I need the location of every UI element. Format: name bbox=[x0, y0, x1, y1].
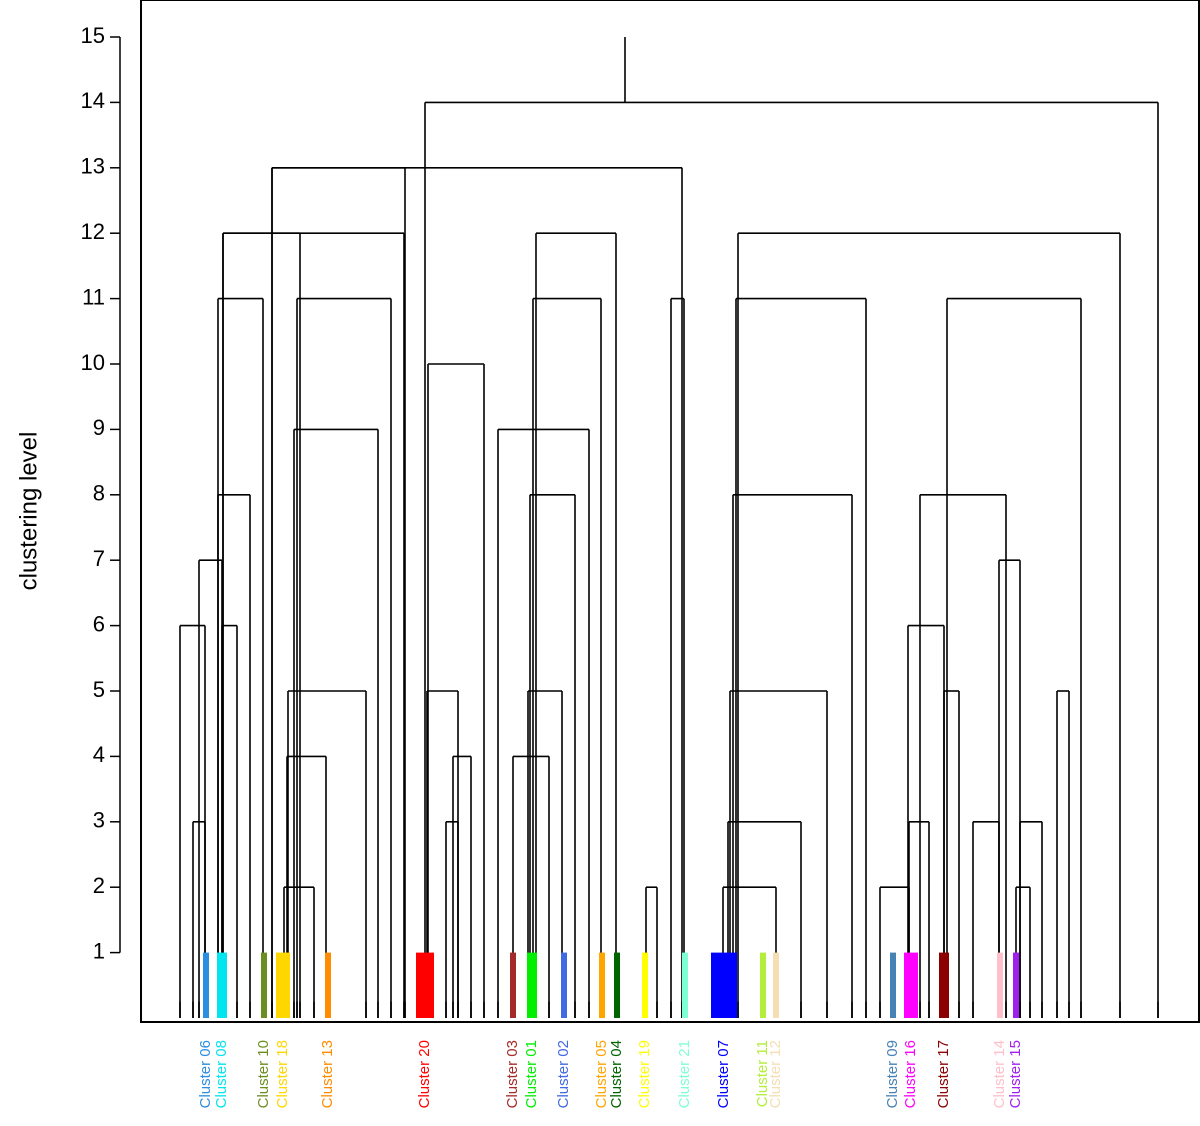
cluster-labels: Cluster 06 Cluster 08 Cluster 10 Cluster 18… bbox=[197, 1040, 1024, 1108]
cluster-label: Cluster 06 bbox=[197, 1040, 214, 1108]
y-tick-label: 7 bbox=[93, 546, 105, 571]
y-tick-label: 13 bbox=[81, 154, 105, 179]
y-tick-label: 8 bbox=[93, 481, 105, 506]
cluster-marker bbox=[561, 952, 567, 1018]
cluster-label: Cluster 03 bbox=[504, 1040, 521, 1108]
cluster-marker bbox=[890, 952, 896, 1018]
cluster-label: Cluster 08 bbox=[213, 1040, 230, 1108]
cluster-label: Cluster 09 bbox=[884, 1040, 901, 1108]
y-tick-label: 9 bbox=[93, 415, 105, 440]
plot-frame bbox=[140, 0, 1200, 1023]
cluster-markers bbox=[203, 952, 1019, 1018]
cluster-marker bbox=[276, 952, 290, 1018]
cluster-marker bbox=[773, 952, 779, 1018]
cluster-marker bbox=[614, 952, 620, 1018]
cluster-label: Cluster 18 bbox=[274, 1040, 291, 1108]
cluster-marker bbox=[325, 952, 331, 1018]
y-tick-label: 14 bbox=[81, 88, 105, 113]
y-tick-label: 11 bbox=[82, 284, 105, 309]
y-tick-label: 4 bbox=[93, 742, 105, 767]
y-axis-title: clustering level bbox=[15, 432, 42, 591]
y-tick-label: 6 bbox=[93, 611, 105, 636]
cluster-marker bbox=[904, 952, 918, 1018]
cluster-marker bbox=[527, 952, 537, 1018]
cluster-label: Cluster 14 bbox=[991, 1040, 1008, 1108]
y-tick-label: 10 bbox=[81, 350, 105, 375]
cluster-marker bbox=[261, 952, 267, 1018]
cluster-marker bbox=[510, 952, 516, 1018]
cluster-label: Cluster 01 bbox=[523, 1040, 540, 1108]
cluster-label: Cluster 11 bbox=[754, 1040, 771, 1107]
cluster-label: Cluster 20 bbox=[416, 1040, 433, 1108]
cluster-marker bbox=[599, 952, 605, 1018]
cluster-label: Cluster 04 bbox=[608, 1040, 625, 1108]
cluster-label: Cluster 10 bbox=[255, 1040, 272, 1108]
cluster-marker bbox=[997, 952, 1003, 1018]
cluster-label: Cluster 15 bbox=[1007, 1040, 1024, 1108]
cluster-marker bbox=[711, 952, 737, 1018]
cluster-label: Cluster 17 bbox=[935, 1040, 952, 1108]
y-tick-label: 2 bbox=[93, 873, 105, 898]
cluster-marker bbox=[939, 952, 949, 1018]
cluster-marker bbox=[760, 952, 766, 1018]
cluster-label: Cluster 13 bbox=[319, 1040, 336, 1108]
y-tick-label: 12 bbox=[81, 219, 105, 244]
cluster-label: Cluster 21 bbox=[676, 1040, 693, 1108]
dendrogram-links bbox=[179, 37, 1159, 1018]
y-tick-label: 1 bbox=[93, 938, 105, 963]
cluster-marker bbox=[642, 952, 648, 1018]
y-tick-label: 3 bbox=[93, 808, 105, 833]
cluster-label: Cluster 19 bbox=[636, 1040, 653, 1108]
cluster-label: Cluster 02 bbox=[555, 1040, 572, 1108]
cluster-marker bbox=[217, 952, 227, 1018]
cluster-marker bbox=[682, 952, 688, 1018]
cluster-marker bbox=[416, 952, 434, 1018]
cluster-label: Cluster 12 bbox=[767, 1040, 784, 1108]
cluster-label: Cluster 05 bbox=[593, 1040, 610, 1108]
cluster-marker bbox=[1013, 952, 1019, 1018]
cluster-label: Cluster 07 bbox=[715, 1040, 732, 1108]
cluster-label: Cluster 16 bbox=[902, 1040, 919, 1108]
cluster-marker bbox=[203, 952, 209, 1018]
y-tick-label: 5 bbox=[93, 677, 105, 702]
y-tick-label: 15 bbox=[81, 23, 105, 48]
